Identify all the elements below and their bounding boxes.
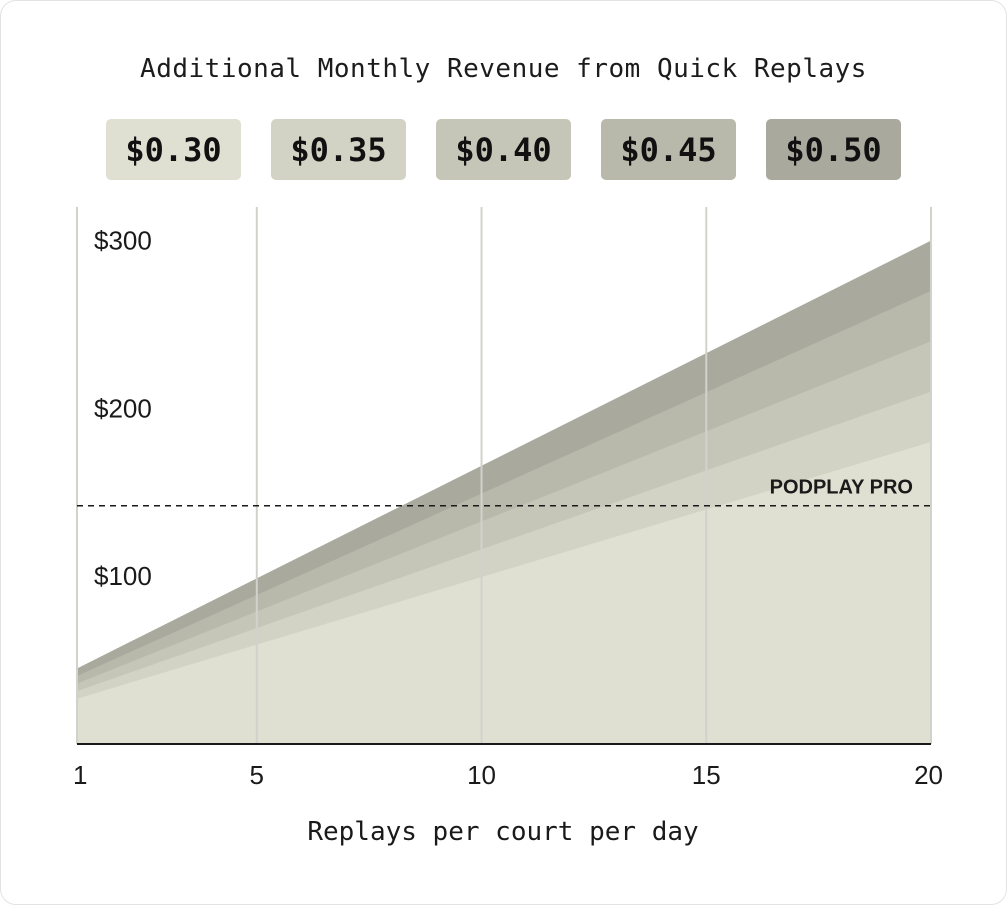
legend-item-0.35: $0.35	[271, 119, 406, 180]
legend-label: $0.30	[125, 130, 222, 169]
y-tick-label-300: $300	[94, 226, 152, 256]
legend-item-0.50: $0.50	[766, 119, 901, 180]
legend-label: $0.45	[620, 130, 717, 169]
reference-line-label: PODPLAY PRO	[770, 477, 913, 499]
legend-item-0.45: $0.45	[601, 119, 736, 180]
y-tick-label-100: $100	[94, 561, 152, 591]
legend-label: $0.50	[785, 130, 882, 169]
chart-title: Additional Monthly Revenue from Quick Re…	[140, 54, 867, 84]
x-tick-label-5: 5	[250, 760, 264, 790]
x-tick-label-15: 15	[692, 760, 721, 790]
legend: $0.30 $0.35 $0.40 $0.45 $0.50	[0, 119, 1007, 181]
legend-label: $0.40	[455, 130, 552, 169]
x-axis-label: Replays per court per day	[307, 817, 698, 847]
legend-label: $0.35	[290, 130, 387, 169]
legend-item-0.30: $0.30	[106, 119, 241, 180]
legend-item-0.40: $0.40	[436, 119, 571, 180]
y-tick-label-200: $200	[94, 393, 152, 423]
x-tick-label-1: 1	[73, 760, 87, 790]
area-series-0.30	[77, 441, 931, 744]
x-tick-label-20: 20	[914, 760, 943, 790]
x-tick-label-10: 10	[467, 760, 496, 790]
